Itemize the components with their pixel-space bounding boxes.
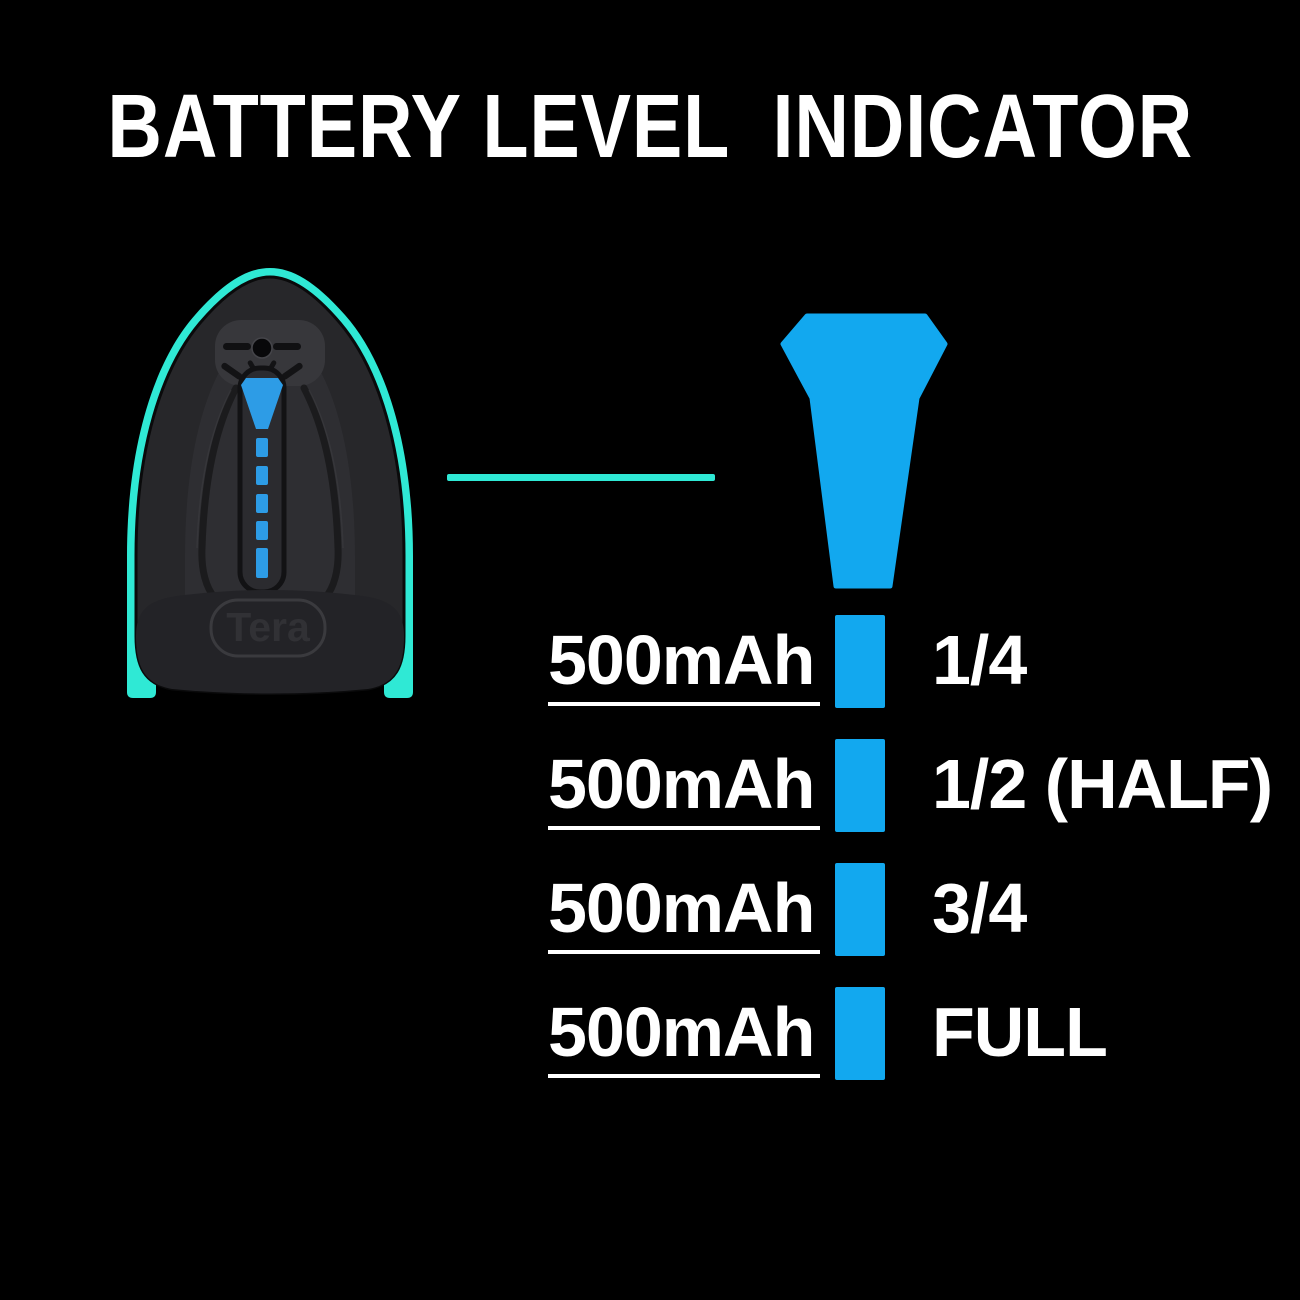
battery-bar-full [835,987,885,1080]
right-wing-groove [300,384,342,602]
level-label: FULL [932,993,1108,1071]
battery-bar-half [835,739,885,832]
page-title: BATTERY LEVEL INDICATOR [107,77,1193,177]
level-label: 1/4 [932,621,1027,699]
brand-logo-text: Tera [226,604,311,650]
left-wing-groove [198,384,240,602]
beeper-hole [251,337,273,359]
level-label: 1/2 (HALF) [932,745,1273,823]
left-angled-dash [221,362,243,380]
scanner-svg: Tera [127,268,413,698]
battery-bar-three-quarter [835,863,885,956]
battery-bar-quarter [835,615,885,708]
brand-logo-outline [209,598,327,658]
level-label: 3/4 [932,869,1027,947]
right-slot [273,343,301,350]
connector-line [447,474,715,481]
capacity-label: 500mAh [548,873,821,954]
capacity-label: 500mAh [548,625,821,706]
capacity-label: 500mAh [548,749,821,830]
left-wing-highlight [196,389,232,549]
capacity-label: 500mAh [548,997,821,1078]
right-wing-highlight [308,389,344,549]
scanner-illustration: Tera [105,258,435,698]
left-slot [223,343,251,350]
indicator-funnel-large [780,313,948,589]
battery-level-strip [241,378,283,578]
scanner-bottom-piece [136,590,404,694]
right-angled-dash [281,362,303,380]
